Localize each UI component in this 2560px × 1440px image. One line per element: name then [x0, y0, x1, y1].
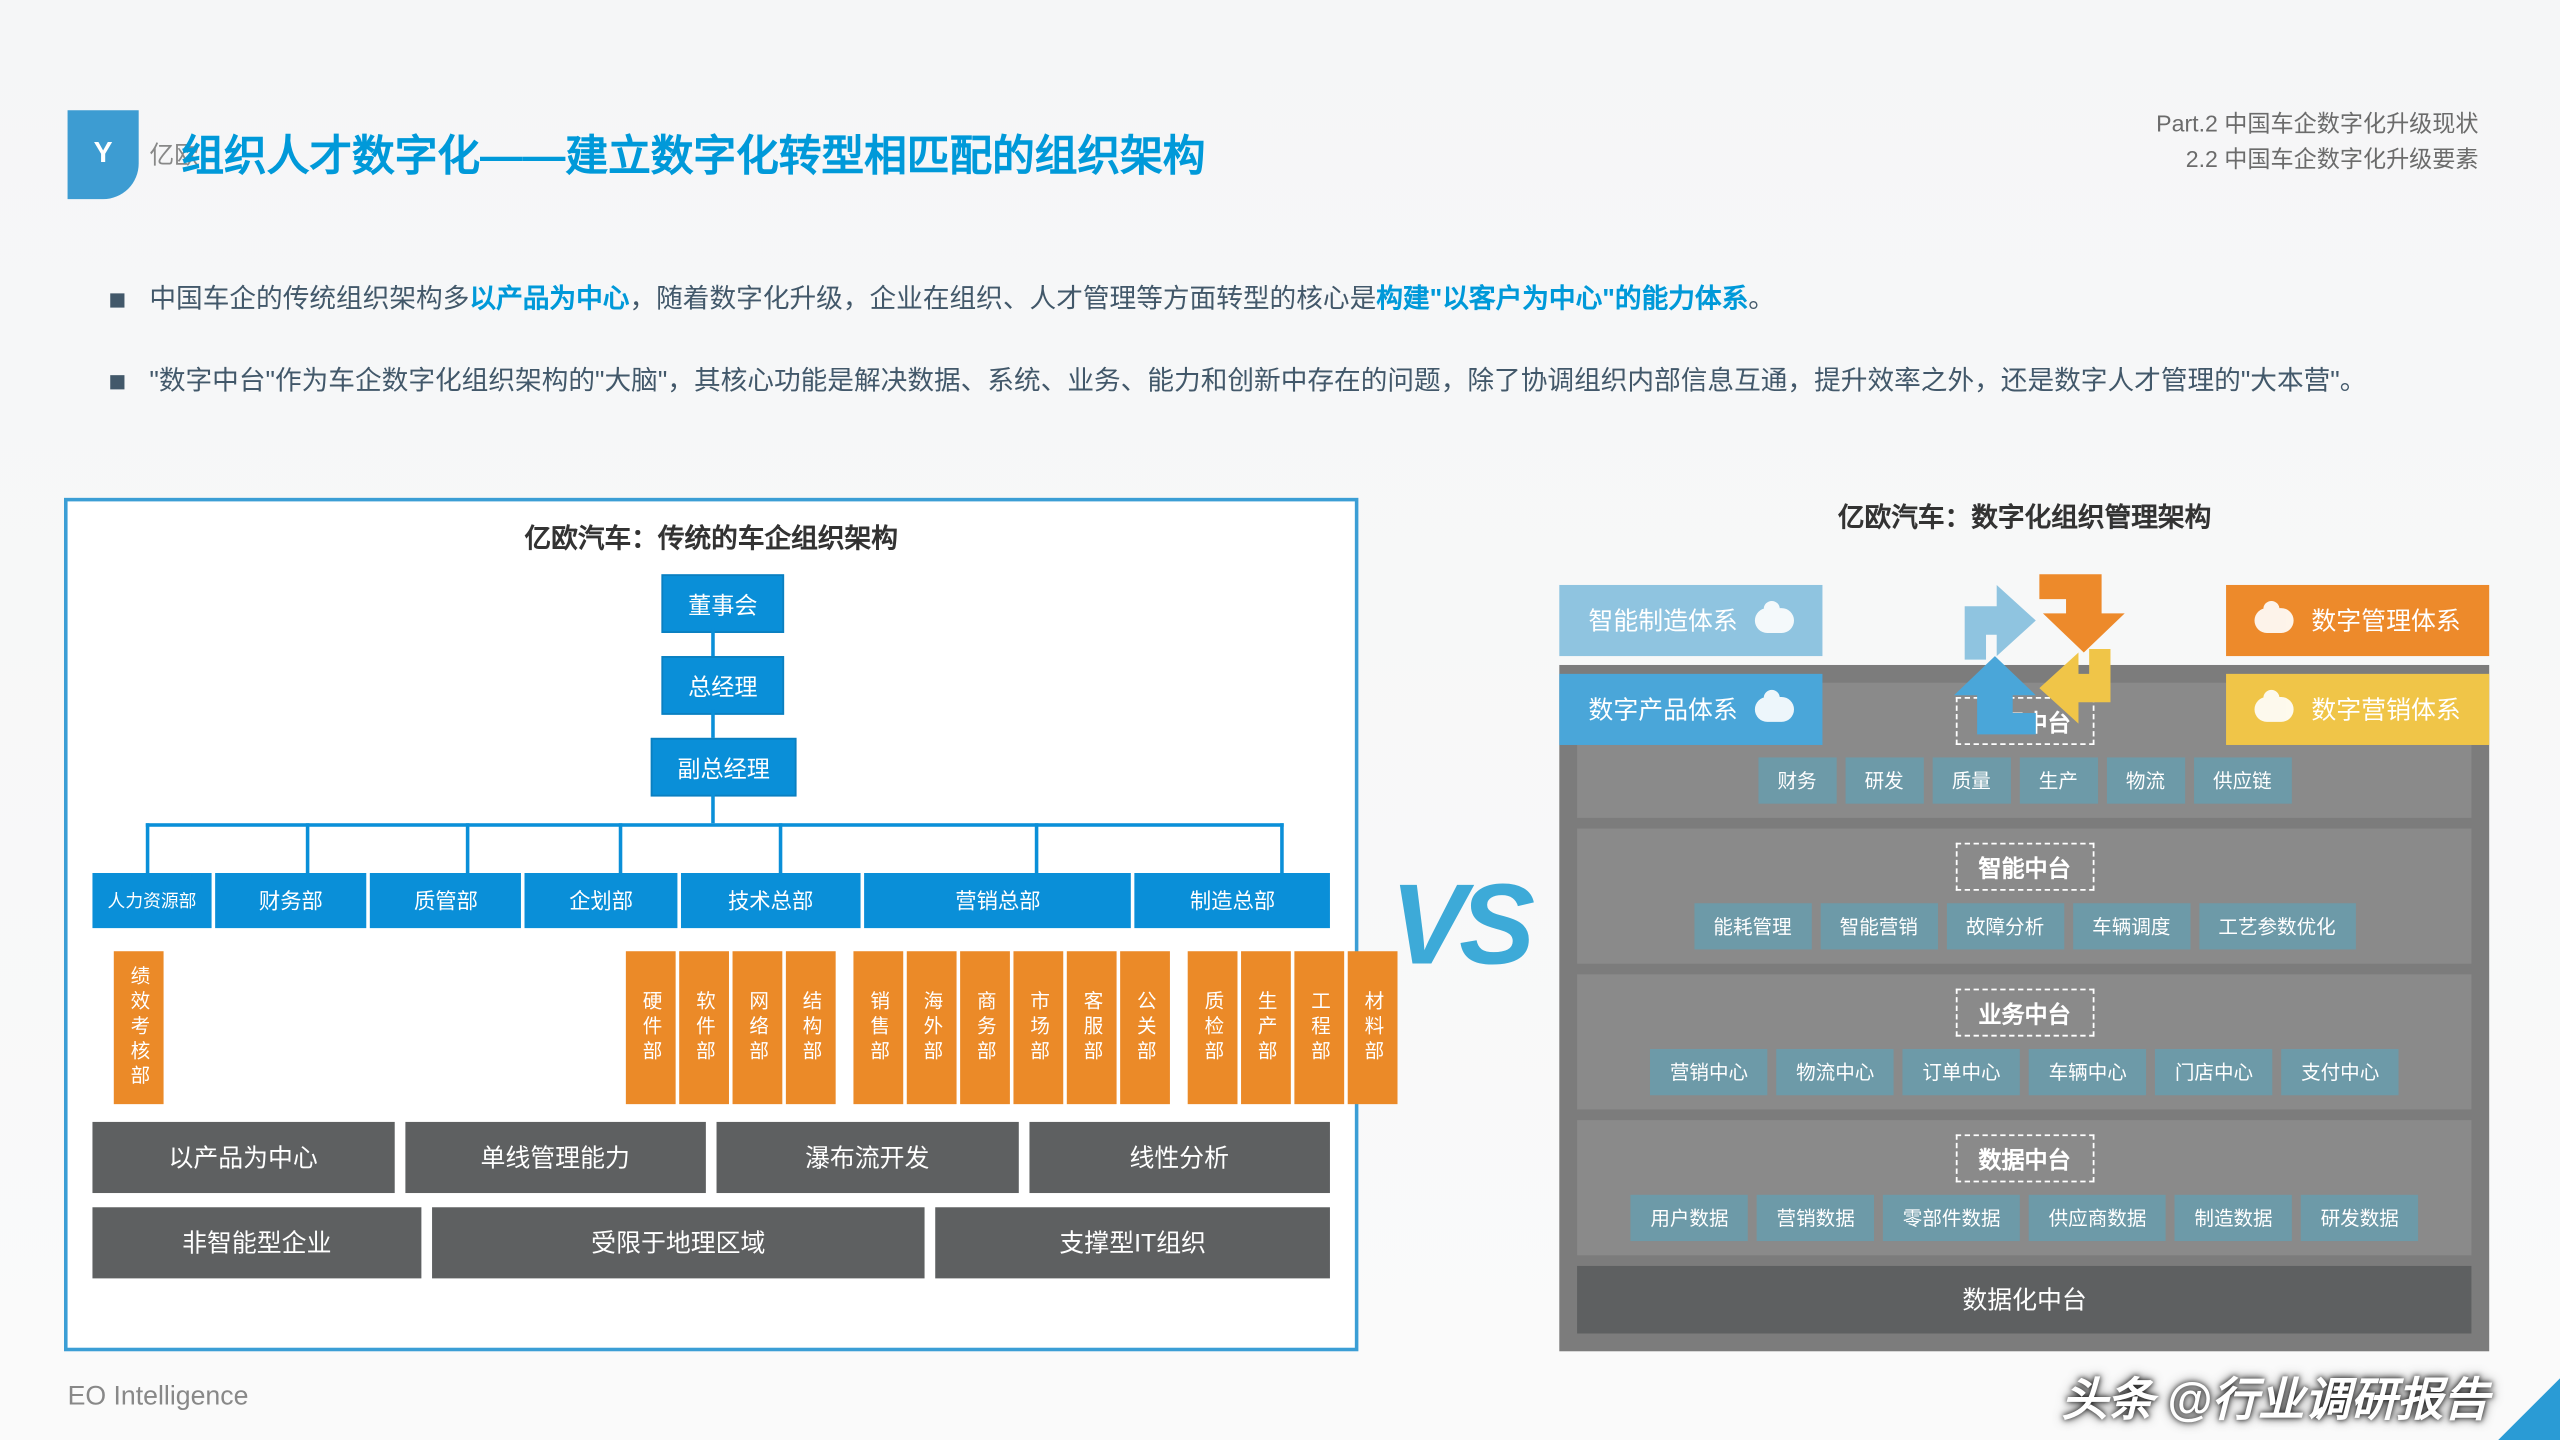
dept-box: 企划部 — [525, 873, 677, 928]
diagram-title: 亿欧汽车：传统的车企组织架构 — [92, 519, 1329, 556]
cycle-box: 数字营销体系 — [2226, 674, 2489, 745]
platform-item: 门店中心 — [2155, 1049, 2272, 1095]
dept-row: 人力资源部 财务部 质管部 企划部 技术总部 营销总部 制造总部 — [92, 873, 1329, 928]
platform-item: 生产 — [2019, 757, 2097, 803]
platform-stack: 组织中台财务研发质量生产物流供应链智能中台能耗管理智能营销故障分析车辆调度工艺参… — [1560, 665, 2489, 1351]
cycle-box: 数字产品体系 — [1560, 674, 1823, 745]
sub-dept: 结构部 — [786, 951, 836, 1104]
logo-block: Y 亿欧 — [68, 110, 200, 199]
platform-section: 智能中台能耗管理智能营销故障分析车辆调度工艺参数优化 — [1578, 829, 2472, 964]
platform-item: 工艺参数优化 — [2199, 903, 2355, 949]
org-tree: 董事会 总经理 副总经理 人力资源部 财务部 质管部 企划部 — [92, 574, 1329, 1107]
sub-dept: 硬件部 — [626, 951, 676, 1104]
sub-dept: 公关部 — [1120, 951, 1170, 1104]
platform-section: 业务中台营销中心物流中心订单中心车辆中心门店中心支付中心 — [1578, 974, 2472, 1109]
platform-footer: 数据化中台 — [1578, 1266, 2472, 1334]
sub-dept: 客服部 — [1067, 951, 1117, 1104]
sub-dept: 生产部 — [1241, 951, 1291, 1104]
platform-item: 用户数据 — [1631, 1195, 1748, 1241]
feature-row: 非智能型企业 受限于地理区域 支撑型IT组织 — [92, 1207, 1329, 1278]
sub-dept: 工程部 — [1294, 951, 1344, 1104]
logo-icon: Y — [68, 110, 139, 199]
feature-box: 以产品为中心 — [92, 1122, 393, 1193]
vs-label: VS — [1390, 859, 1528, 991]
bullet-item: "数字中台"作为车企数字化组织架构的"大脑"，其核心功能是解决数据、系统、业务、… — [110, 358, 2478, 403]
feature-box: 线性分析 — [1029, 1122, 1330, 1193]
platform-item: 研发 — [1845, 757, 1923, 803]
platform-item: 制造数据 — [2175, 1195, 2292, 1241]
platform-item: 物流中心 — [1777, 1049, 1894, 1095]
feature-box: 支撑型IT组织 — [936, 1207, 1330, 1278]
bullet-marker-icon — [110, 293, 124, 307]
platform-item: 故障分析 — [1946, 903, 2063, 949]
bullet-list: 中国车企的传统组织架构多以产品为中心，随着数字化升级，企业在组织、人才管理等方面… — [110, 277, 2478, 439]
dept-box: 制造总部 — [1135, 873, 1330, 928]
cloud-icon — [2255, 608, 2294, 633]
platform-item: 营销数据 — [1757, 1195, 1874, 1241]
bullet-text: 中国车企的传统组织架构多以产品为中心，随着数字化升级，企业在组织、人才管理等方面… — [149, 277, 1775, 322]
platform-section-title: 智能中台 — [1955, 843, 2094, 891]
platform-item: 研发数据 — [2301, 1195, 2418, 1241]
platform-item: 支付中心 — [2282, 1049, 2399, 1095]
cloud-icon — [1756, 697, 1795, 722]
platform-item: 智能营销 — [1820, 903, 1937, 949]
sub-dept: 质检部 — [1188, 951, 1238, 1104]
platform-item: 订单中心 — [1903, 1049, 2020, 1095]
platform-item: 车辆调度 — [2073, 903, 2190, 949]
sub-dept: 网络部 — [733, 951, 783, 1104]
footer-text: EO Intelligence — [68, 1382, 249, 1412]
dept-box: 财务部 — [215, 873, 367, 928]
org-node: 董事会 — [661, 574, 784, 633]
sub-dept: 销售部 — [853, 951, 903, 1104]
dept-box: 质管部 — [370, 873, 522, 928]
cycle-diagram: 智能制造体系 数字产品体系 数字管理体系 数字营销体系 — [1560, 553, 2489, 654]
sub-dept: 软件部 — [679, 951, 729, 1104]
diagram-title: 亿欧汽车：数字化组织管理架构 — [1560, 498, 2489, 535]
breadcrumb-l2: 2.2 中国车企数字化升级要素 — [2156, 141, 2478, 176]
dept-box: 营销总部 — [864, 873, 1131, 928]
bullet-text: "数字中台"作为车企数字化组织架构的"大脑"，其核心功能是解决数据、系统、业务、… — [149, 358, 2366, 403]
bullet-marker-icon — [110, 374, 124, 388]
feature-box: 非智能型企业 — [92, 1207, 421, 1278]
sub-dept: 海外部 — [907, 951, 957, 1104]
cycle-arrows-icon — [1933, 560, 2146, 756]
platform-section-title: 业务中台 — [1955, 989, 2094, 1037]
feature-row: 以产品为中心 单线管理能力 瀑布流开发 线性分析 — [92, 1122, 1329, 1193]
platform-item: 能耗管理 — [1694, 903, 1811, 949]
cloud-icon — [2255, 697, 2294, 722]
page-title: 组织人才数字化——建立数字化转型相匹配的组织架构 — [181, 121, 1205, 183]
bullet-item: 中国车企的传统组织架构多以产品为中心，随着数字化升级，企业在组织、人才管理等方面… — [110, 277, 2478, 322]
sub-dept-row: 绩效考核部 硬件部 软件部 网络部 结构部 销售部 海外部 商务部 市场部 客服… — [92, 951, 1329, 1104]
traditional-org-diagram: 亿欧汽车：传统的车企组织架构 董事会 总经理 副总经理 人力资源部 财务部 — [64, 498, 1358, 1351]
cycle-box: 智能制造体系 — [1560, 585, 1823, 656]
platform-section: 数据中台用户数据营销数据零部件数据供应商数据制造数据研发数据 — [1578, 1120, 2472, 1255]
platform-section-title: 数据中台 — [1955, 1134, 2094, 1182]
platform-item: 供应商数据 — [2029, 1195, 2166, 1241]
dept-box: 技术总部 — [680, 873, 860, 928]
watermark: 头条 @行业调研报告 — [2061, 1364, 2489, 1430]
digital-org-diagram: 亿欧汽车：数字化组织管理架构 智能制造体系 数字产品体系 数字管理体系 数字营销… — [1560, 498, 2489, 1351]
cycle-box: 数字管理体系 — [2226, 585, 2489, 656]
platform-item: 营销中心 — [1650, 1049, 1767, 1095]
feature-box: 受限于地理区域 — [432, 1207, 925, 1278]
org-node: 副总经理 — [651, 738, 797, 797]
platform-item: 零部件数据 — [1883, 1195, 2020, 1241]
platform-item: 车辆中心 — [2029, 1049, 2146, 1095]
cloud-icon — [1756, 608, 1795, 633]
feature-box: 瀑布流开发 — [717, 1122, 1018, 1193]
sub-dept: 市场部 — [1013, 951, 1063, 1104]
org-node: 总经理 — [661, 656, 784, 715]
platform-item: 质量 — [1932, 757, 2010, 803]
feature-box: 单线管理能力 — [404, 1122, 705, 1193]
platform-item: 供应链 — [2193, 757, 2291, 803]
sub-dept: 商务部 — [960, 951, 1010, 1104]
breadcrumb: Part.2 中国车企数字化升级现状 2.2 中国车企数字化升级要素 — [2156, 107, 2478, 176]
breadcrumb-l1: Part.2 中国车企数字化升级现状 — [2156, 107, 2478, 142]
dept-box: 人力资源部 — [92, 873, 211, 928]
sub-dept: 绩效考核部 — [114, 951, 164, 1104]
platform-item: 财务 — [1758, 757, 1836, 803]
page-corner-icon — [2498, 1378, 2560, 1440]
sub-dept: 材料部 — [1348, 951, 1398, 1104]
platform-item: 物流 — [2106, 757, 2184, 803]
